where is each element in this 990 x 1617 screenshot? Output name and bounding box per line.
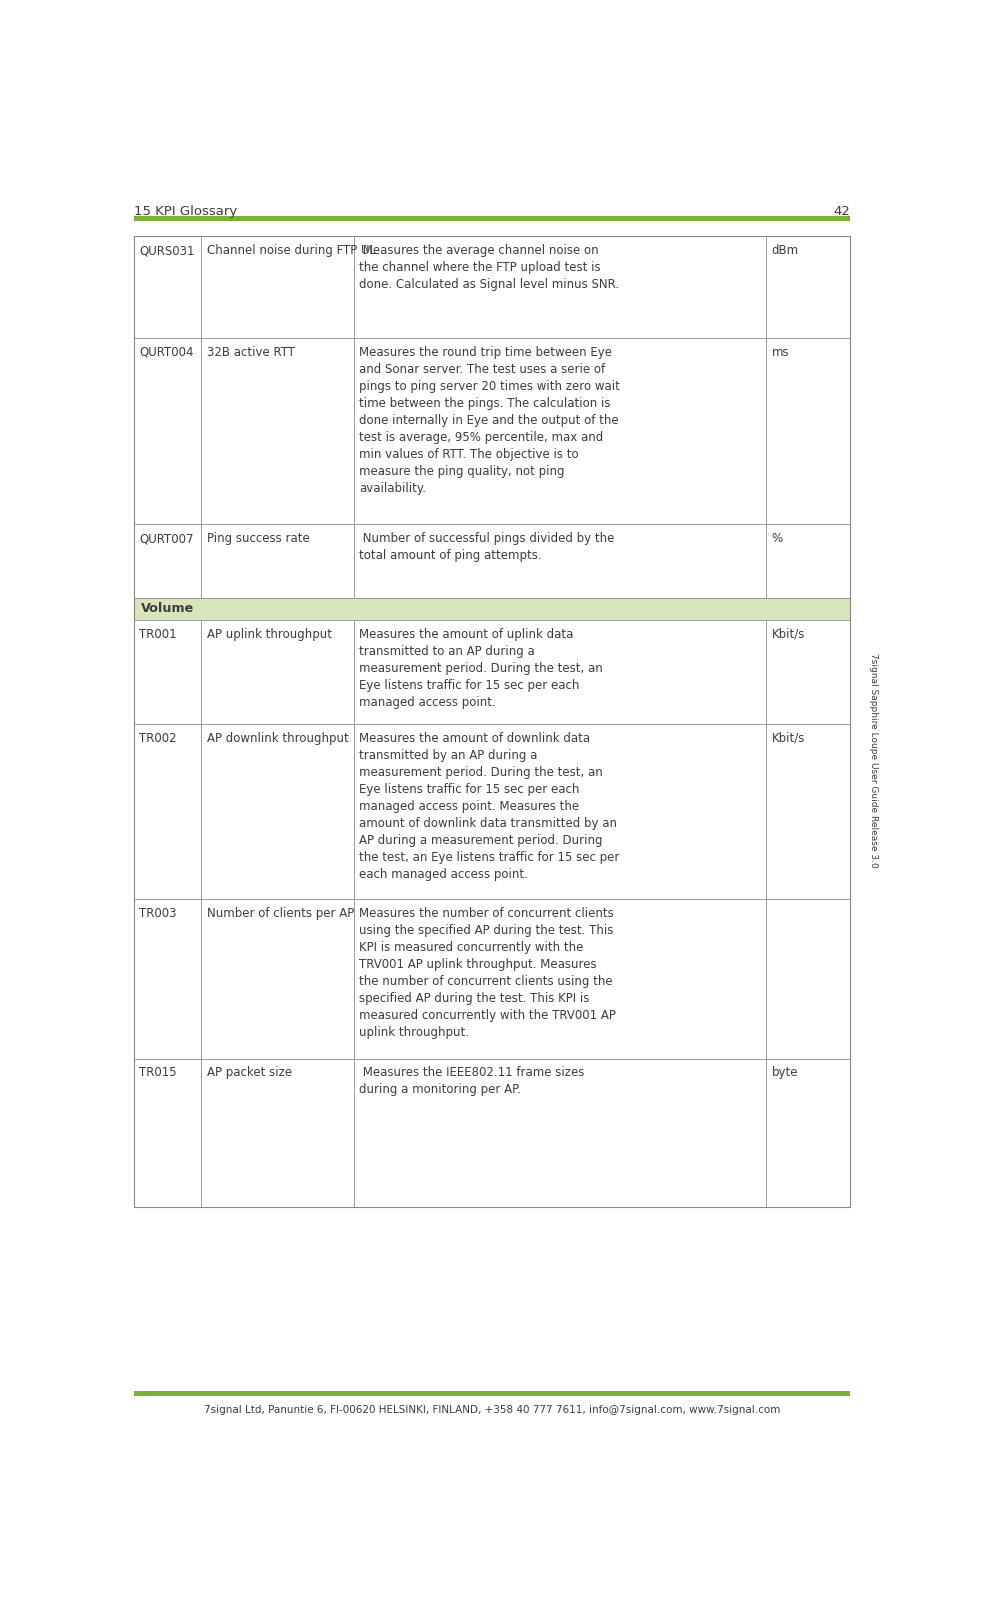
Bar [134, 524, 201, 598]
Bar [353, 236, 766, 338]
Text: Number of clients per AP: Number of clients per AP [207, 907, 353, 920]
Bar [134, 215, 850, 222]
Text: TR015: TR015 [140, 1067, 177, 1080]
Text: Kbit/s: Kbit/s [771, 627, 805, 640]
Bar [766, 899, 850, 1059]
Bar [201, 1059, 353, 1208]
Text: byte: byte [771, 1067, 798, 1080]
Text: Measures the amount of downlink data
transmitted by an AP during a
measurement p: Measures the amount of downlink data tra… [359, 731, 620, 881]
Text: Kbit/s: Kbit/s [771, 731, 805, 744]
Bar [134, 1059, 201, 1208]
Text: dBm: dBm [771, 244, 799, 257]
Bar [134, 619, 201, 724]
Bar [134, 236, 850, 1208]
Text: Measures the number of concurrent clients
using the specified AP during the test: Measures the number of concurrent client… [359, 907, 616, 1040]
Text: Measures the amount of uplink data
transmitted to an AP during a
measurement per: Measures the amount of uplink data trans… [359, 627, 603, 708]
Bar [766, 236, 850, 338]
Bar [201, 524, 353, 598]
Text: 7signal Sapphire Loupe User Guide Release 3.0: 7signal Sapphire Loupe User Guide Releas… [869, 653, 878, 867]
Text: 7signal Ltd, Panuntie 6, FI-00620 HELSINKI, FINLAND, +358 40 777 7611, info@7sig: 7signal Ltd, Panuntie 6, FI-00620 HELSIN… [204, 1405, 780, 1415]
Bar [201, 899, 353, 1059]
Text: QURT007: QURT007 [140, 532, 194, 545]
Bar [134, 899, 201, 1059]
Text: Ping success rate: Ping success rate [207, 532, 309, 545]
Text: TR003: TR003 [140, 907, 177, 920]
Bar [766, 338, 850, 524]
Bar [766, 619, 850, 724]
Text: TR001: TR001 [140, 627, 177, 640]
Text: 32B active RTT: 32B active RTT [207, 346, 295, 359]
Text: Volume: Volume [141, 602, 194, 614]
Text: QURS031: QURS031 [140, 244, 195, 257]
Text: 15 KPI Glossary: 15 KPI Glossary [134, 205, 237, 218]
Text: %: % [771, 532, 783, 545]
Text: 42: 42 [833, 205, 850, 218]
Bar [201, 619, 353, 724]
Bar [134, 598, 850, 619]
Bar [766, 1059, 850, 1208]
Bar [134, 1391, 850, 1395]
Bar [134, 236, 201, 338]
Bar [134, 338, 201, 524]
Bar [353, 524, 766, 598]
Text: QURT004: QURT004 [140, 346, 194, 359]
Text: Measures the round trip time between Eye
and Sonar server. The test uses a serie: Measures the round trip time between Eye… [359, 346, 620, 495]
Text: AP downlink throughput: AP downlink throughput [207, 731, 348, 744]
Bar [353, 338, 766, 524]
Bar [201, 724, 353, 899]
Text: ms: ms [771, 346, 789, 359]
Bar [201, 338, 353, 524]
Bar [134, 724, 201, 899]
Bar [353, 899, 766, 1059]
Text: TR002: TR002 [140, 731, 177, 744]
Bar [353, 619, 766, 724]
Text: AP uplink throughput: AP uplink throughput [207, 627, 332, 640]
Bar [353, 724, 766, 899]
Bar [766, 724, 850, 899]
Text: Measures the average channel noise on
the channel where the FTP upload test is
d: Measures the average channel noise on th… [359, 244, 619, 291]
Text: Number of successful pings divided by the
total amount of ping attempts.: Number of successful pings divided by th… [359, 532, 615, 563]
Text: Measures the IEEE802.11 frame sizes
during a monitoring per AP.: Measures the IEEE802.11 frame sizes duri… [359, 1067, 584, 1096]
Bar [201, 236, 353, 338]
Bar [766, 524, 850, 598]
Text: AP packet size: AP packet size [207, 1067, 292, 1080]
Bar [353, 1059, 766, 1208]
Text: Channel noise during FTP UL: Channel noise during FTP UL [207, 244, 375, 257]
